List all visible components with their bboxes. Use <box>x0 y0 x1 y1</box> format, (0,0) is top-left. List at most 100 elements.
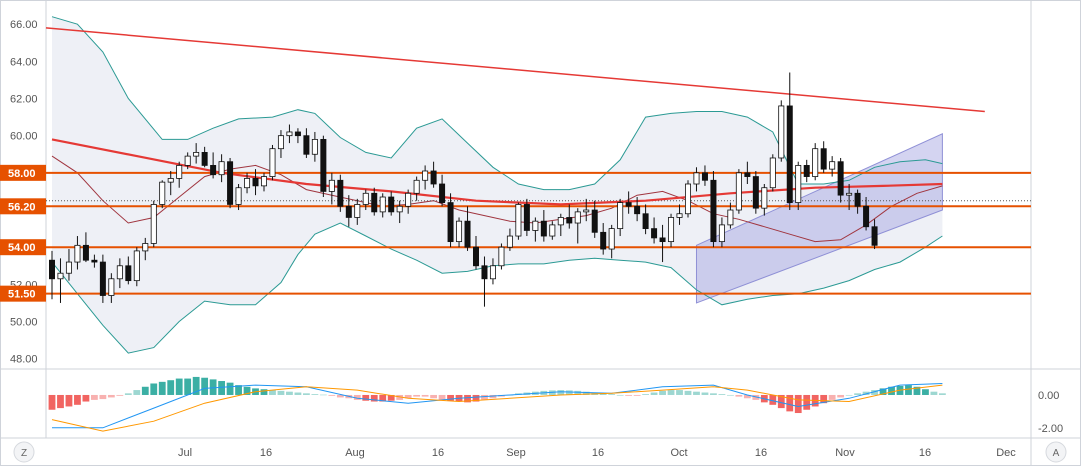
time-tick-label: 16 <box>260 447 272 459</box>
candle-body <box>506 235 513 248</box>
macd-histogram-bar <box>336 394 344 398</box>
candle <box>523 198 530 237</box>
macd-histogram-bar <box>107 394 115 398</box>
candle <box>735 169 742 214</box>
candle <box>184 152 191 170</box>
candle <box>311 131 318 162</box>
candle-body <box>710 179 717 243</box>
time-tick-label: Jul <box>178 447 192 459</box>
candle-body <box>701 172 708 181</box>
candle-body <box>354 204 361 218</box>
candle-body <box>846 192 853 196</box>
macd-histogram-bar <box>608 394 616 395</box>
macd-histogram-bar <box>91 394 98 400</box>
candle <box>472 236 479 270</box>
macd-histogram-bar <box>930 391 938 395</box>
candle-body <box>227 161 234 205</box>
macd-histogram-bar <box>769 394 777 405</box>
level-label: 58.00 <box>0 164 46 181</box>
macd-histogram-bar <box>574 390 582 395</box>
macd-histogram-bar <box>862 391 870 395</box>
candle-body <box>159 181 166 205</box>
macd-histogram-bar <box>828 394 836 400</box>
candle-body <box>837 161 844 196</box>
signal-line <box>51 384 943 432</box>
price-panel <box>45 16 1031 354</box>
candle-body <box>379 196 386 213</box>
macd-histogram-bar <box>353 394 361 400</box>
macd-panel: 0.00 -2.00 <box>48 376 1063 435</box>
candle <box>701 165 708 186</box>
candle <box>176 161 183 188</box>
macd-histogram-bar <box>633 394 641 396</box>
candle-body <box>74 244 81 263</box>
macd-histogram-bar <box>311 394 319 395</box>
candle <box>328 172 335 205</box>
macd-histogram-bar <box>871 390 878 395</box>
candle-body <box>447 202 454 243</box>
candle <box>803 159 810 183</box>
level-label-bg <box>0 198 46 215</box>
candle-body <box>371 192 378 213</box>
candle <box>591 200 598 238</box>
candle-body <box>142 243 149 252</box>
candle <box>846 184 853 211</box>
macd-histogram-bar <box>820 394 828 404</box>
candle-body <box>540 220 547 237</box>
macd-histogram-bar <box>777 394 785 409</box>
candle <box>778 100 785 162</box>
macd-histogram-bar <box>481 394 488 400</box>
macd-histogram-bar <box>150 383 158 395</box>
candle <box>456 217 463 248</box>
level-label-text: 58.00 <box>8 168 36 180</box>
level-label: 56.20 <box>0 198 46 215</box>
candle-body <box>320 138 327 192</box>
candle-body <box>617 202 624 230</box>
candle <box>481 256 488 307</box>
candle-body <box>735 172 742 211</box>
macd-histogram-bar <box>659 390 666 395</box>
candle <box>685 180 692 218</box>
candle-body <box>345 205 352 218</box>
candle <box>210 152 217 179</box>
auto-scale-right-button[interactable]: A <box>1045 441 1067 463</box>
candle <box>108 273 115 303</box>
candle-body <box>659 237 666 243</box>
macd-histogram-bar <box>277 390 285 395</box>
candle <box>710 170 717 248</box>
candle <box>651 217 658 244</box>
candle-body <box>49 259 56 280</box>
candle <box>49 250 56 300</box>
candle-body <box>396 205 403 213</box>
time-tick-label: Nov <box>835 447 855 459</box>
moving-average-line <box>51 138 943 206</box>
candle-body <box>795 165 802 203</box>
macd-histogram-bar <box>387 394 395 401</box>
macd-histogram-bar <box>913 386 921 395</box>
auto-scale-left-button[interactable]: Z <box>13 441 35 463</box>
candle <box>786 72 793 211</box>
candle-body <box>244 178 251 189</box>
macd-histogram-bar <box>303 393 310 395</box>
macd-histogram-bar <box>82 394 90 402</box>
macd-histogram-bar <box>684 390 692 395</box>
candle-body <box>693 172 700 185</box>
candle-body <box>337 179 344 207</box>
candle <box>201 146 208 168</box>
candle-body <box>176 165 183 179</box>
candle <box>354 198 361 225</box>
candle <box>557 213 564 237</box>
candle <box>532 217 539 242</box>
candle-body <box>472 246 479 267</box>
candle <box>693 167 700 192</box>
candle <box>235 184 242 211</box>
candle-body <box>752 176 759 209</box>
candle-body <box>600 231 607 250</box>
macd-histogram-bar <box>201 377 209 395</box>
level-label-bg <box>0 164 46 181</box>
candle-body <box>150 204 157 244</box>
rising-channel <box>695 133 943 304</box>
candle <box>752 170 759 214</box>
candle <box>193 143 200 164</box>
candle <box>837 157 844 203</box>
